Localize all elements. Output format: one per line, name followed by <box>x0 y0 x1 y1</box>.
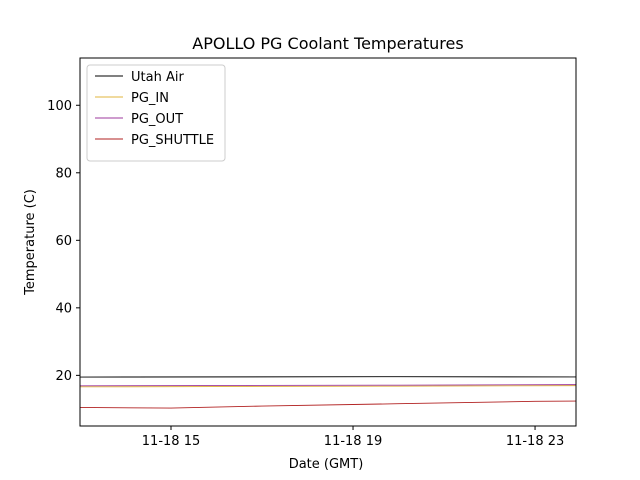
y-tick-label: 60 <box>55 234 72 249</box>
legend-box <box>86 64 226 162</box>
series-layer <box>80 376 576 409</box>
x-tick-label: 11-18 23 <box>506 434 564 449</box>
x-tick-label: 11-18 15 <box>142 434 200 449</box>
chart-title: APOLLO PG Coolant Temperatures <box>192 34 463 53</box>
legend-label: PG_SHUTTLE <box>131 133 214 148</box>
series-line-pg-shuttle <box>80 400 576 409</box>
y-tick-label: 80 <box>55 166 72 181</box>
legend: Utah Air PG_IN PG_OUT PG_SHUTTLE <box>86 64 226 162</box>
y-tick-label: 40 <box>55 301 72 316</box>
x-axis-title: Date (GMT) <box>289 457 364 472</box>
y-axis-title: Temperature (C) <box>23 189 38 296</box>
x-tick-label: 11-18 19 <box>324 434 382 449</box>
legend-label: Utah Air <box>131 70 184 85</box>
series-line-pg-in <box>80 385 576 388</box>
y-tick-label: 100 <box>47 99 72 114</box>
legend-label: PG_OUT <box>131 112 183 127</box>
legend-label: PG_IN <box>131 91 169 106</box>
y-axis: 20 40 60 80 100 <box>47 99 80 384</box>
series-line-utah-air <box>80 376 576 378</box>
y-tick-label: 20 <box>55 369 72 384</box>
plot-frame <box>79 57 577 427</box>
